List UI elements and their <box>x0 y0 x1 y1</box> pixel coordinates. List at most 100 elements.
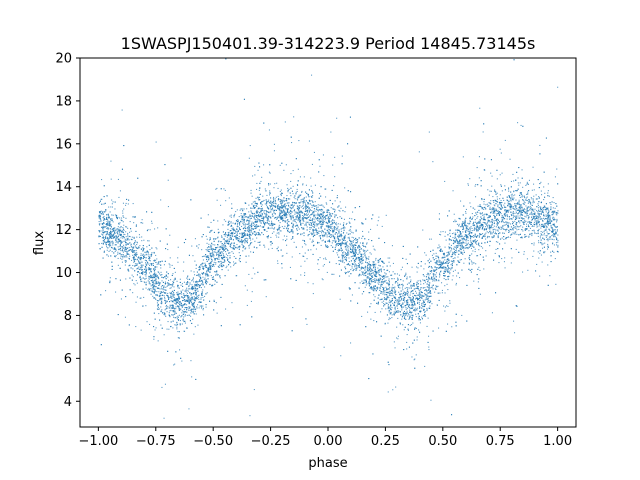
scatter-point <box>239 209 241 211</box>
scatter-point <box>423 268 425 270</box>
scatter-point <box>451 255 453 257</box>
scatter-point <box>150 268 152 270</box>
scatter-point <box>323 175 325 177</box>
scatter-point <box>111 230 113 232</box>
scatter-point <box>547 183 549 185</box>
scatter-point <box>504 257 506 259</box>
scatter-point <box>327 218 329 220</box>
scatter-point <box>273 206 275 208</box>
scatter-point <box>387 257 389 259</box>
scatter-point <box>121 261 123 263</box>
scatter-point <box>526 181 528 183</box>
scatter-point <box>456 275 458 277</box>
scatter-point <box>547 209 549 211</box>
scatter-point <box>517 122 519 124</box>
scatter-point <box>437 247 439 249</box>
scatter-point <box>553 251 555 253</box>
scatter-point <box>404 287 406 289</box>
scatter-point <box>549 275 551 277</box>
scatter-point <box>105 235 107 237</box>
scatter-point <box>444 231 446 233</box>
scatter-point <box>132 276 134 278</box>
scatter-point <box>218 253 220 255</box>
scatter-point <box>171 285 173 287</box>
scatter-point <box>427 317 429 319</box>
scatter-point <box>367 263 369 265</box>
scatter-point <box>238 252 240 254</box>
scatter-point <box>284 213 286 215</box>
scatter-point <box>476 230 478 232</box>
scatter-point <box>268 199 270 201</box>
scatter-point <box>164 298 166 300</box>
scatter-point <box>447 268 449 270</box>
scatter-point <box>165 308 167 310</box>
scatter-point <box>491 208 493 210</box>
scatter-point <box>472 235 474 237</box>
scatter-point <box>125 261 127 263</box>
scatter-point <box>477 205 479 207</box>
scatter-point <box>117 264 119 266</box>
scatter-point <box>320 244 322 246</box>
scatter-point <box>453 213 455 215</box>
scatter-point <box>515 199 517 201</box>
scatter-point <box>491 223 493 225</box>
scatter-point <box>523 251 525 253</box>
scatter-point <box>511 229 513 231</box>
scatter-point <box>460 239 462 241</box>
scatter-point <box>223 219 225 221</box>
scatter-point <box>478 156 480 158</box>
scatter-point <box>254 174 256 176</box>
scatter-point <box>187 299 189 301</box>
scatter-point <box>168 279 170 281</box>
scatter-point <box>267 218 269 220</box>
scatter-point <box>532 213 534 215</box>
scatter-point <box>503 214 505 216</box>
scatter-point <box>397 282 399 284</box>
scatter-point <box>226 239 228 241</box>
scatter-point <box>418 151 420 153</box>
scatter-point <box>547 215 549 217</box>
scatter-point <box>486 203 488 205</box>
scatter-point <box>108 220 110 222</box>
scatter-point <box>164 296 166 298</box>
scatter-point <box>352 232 354 234</box>
scatter-point <box>322 215 324 217</box>
scatter-point <box>183 330 185 332</box>
scatter-point <box>121 241 123 243</box>
scatter-point <box>312 240 314 242</box>
scatter-point <box>444 271 446 273</box>
scatter-point <box>208 251 210 253</box>
scatter-point <box>318 242 320 244</box>
scatter-point <box>170 291 172 293</box>
scatter-point <box>471 263 473 265</box>
scatter-point <box>488 194 490 196</box>
scatter-point <box>260 205 262 207</box>
scatter-point <box>117 216 119 218</box>
scatter-point <box>394 347 396 349</box>
scatter-point <box>422 315 424 317</box>
scatter-point <box>176 292 178 294</box>
scatter-point <box>373 273 375 275</box>
scatter-point <box>385 214 387 216</box>
scatter-point <box>208 226 210 228</box>
scatter-point <box>408 304 410 306</box>
scatter-point <box>438 267 440 269</box>
scatter-point <box>341 241 343 243</box>
scatter-point <box>327 214 329 216</box>
scatter-point <box>502 221 504 223</box>
scatter-point <box>349 233 351 235</box>
scatter-point <box>402 294 404 296</box>
scatter-point <box>418 298 420 300</box>
scatter-point <box>351 241 353 243</box>
scatter-point <box>205 265 207 267</box>
scatter-point <box>243 246 245 248</box>
scatter-point <box>122 257 124 259</box>
scatter-point <box>364 251 366 253</box>
scatter-point <box>238 236 240 238</box>
scatter-point <box>266 217 268 219</box>
scatter-point <box>474 185 476 187</box>
scatter-point <box>483 214 485 216</box>
scatter-point <box>111 240 113 242</box>
scatter-point <box>261 226 263 228</box>
scatter-point <box>415 316 417 318</box>
